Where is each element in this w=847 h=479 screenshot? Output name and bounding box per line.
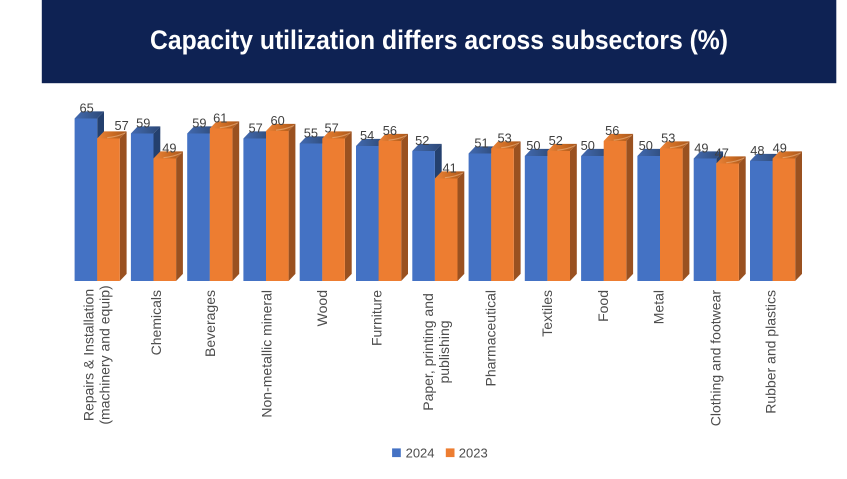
svg-text:Capacity utilization differs a: Capacity utilization differs across subs… bbox=[150, 25, 728, 55]
svg-text:53: 53 bbox=[497, 130, 511, 145]
svg-text:49: 49 bbox=[162, 140, 176, 155]
svg-text:Food: Food bbox=[595, 290, 611, 322]
svg-text:59: 59 bbox=[192, 115, 206, 130]
svg-text:Wood: Wood bbox=[314, 290, 330, 326]
svg-text:47: 47 bbox=[715, 145, 729, 160]
svg-text:50: 50 bbox=[581, 138, 595, 153]
svg-text:Rubber and plastics: Rubber and plastics bbox=[763, 290, 779, 414]
svg-text:48: 48 bbox=[750, 143, 764, 158]
svg-text:51: 51 bbox=[474, 135, 488, 150]
svg-text:Beverages: Beverages bbox=[202, 290, 218, 357]
svg-text:56: 56 bbox=[605, 123, 619, 138]
svg-text:60: 60 bbox=[270, 113, 284, 128]
svg-text:65: 65 bbox=[79, 100, 93, 115]
svg-text:Clothing and footwear: Clothing and footwear bbox=[708, 290, 724, 427]
svg-text:publishing: publishing bbox=[436, 320, 452, 383]
svg-text:53: 53 bbox=[661, 130, 675, 145]
svg-text:Chemicals: Chemicals bbox=[148, 290, 164, 355]
svg-text:(machinery and equip): (machinery and equip) bbox=[97, 285, 113, 424]
svg-text:Furniture: Furniture bbox=[369, 290, 385, 346]
svg-text:56: 56 bbox=[383, 123, 397, 138]
svg-text:41: 41 bbox=[442, 160, 456, 175]
svg-text:57: 57 bbox=[248, 120, 262, 135]
svg-text:54: 54 bbox=[360, 128, 374, 143]
svg-text:50: 50 bbox=[526, 138, 540, 153]
svg-text:52: 52 bbox=[549, 133, 563, 148]
svg-text:52: 52 bbox=[415, 133, 429, 148]
svg-text:59: 59 bbox=[136, 115, 150, 130]
svg-text:Metal: Metal bbox=[651, 290, 667, 324]
svg-text:Pharmaceutical: Pharmaceutical bbox=[483, 290, 499, 387]
svg-text:61: 61 bbox=[213, 110, 227, 125]
svg-text:55: 55 bbox=[304, 125, 318, 140]
svg-text:Repairs & Installation: Repairs & Installation bbox=[81, 289, 97, 421]
svg-text:57: 57 bbox=[324, 120, 338, 135]
svg-text:49: 49 bbox=[773, 140, 787, 155]
svg-text:Textiles: Textiles bbox=[539, 290, 555, 337]
svg-text:2024: 2024 bbox=[406, 445, 435, 460]
svg-text:Non-metallic mineral: Non-metallic mineral bbox=[259, 290, 275, 418]
svg-text:Paper, printing and: Paper, printing and bbox=[420, 293, 436, 411]
svg-text:57: 57 bbox=[114, 118, 128, 133]
svg-text:49: 49 bbox=[694, 140, 708, 155]
svg-text:50: 50 bbox=[639, 138, 653, 153]
svg-text:2023: 2023 bbox=[459, 445, 488, 460]
